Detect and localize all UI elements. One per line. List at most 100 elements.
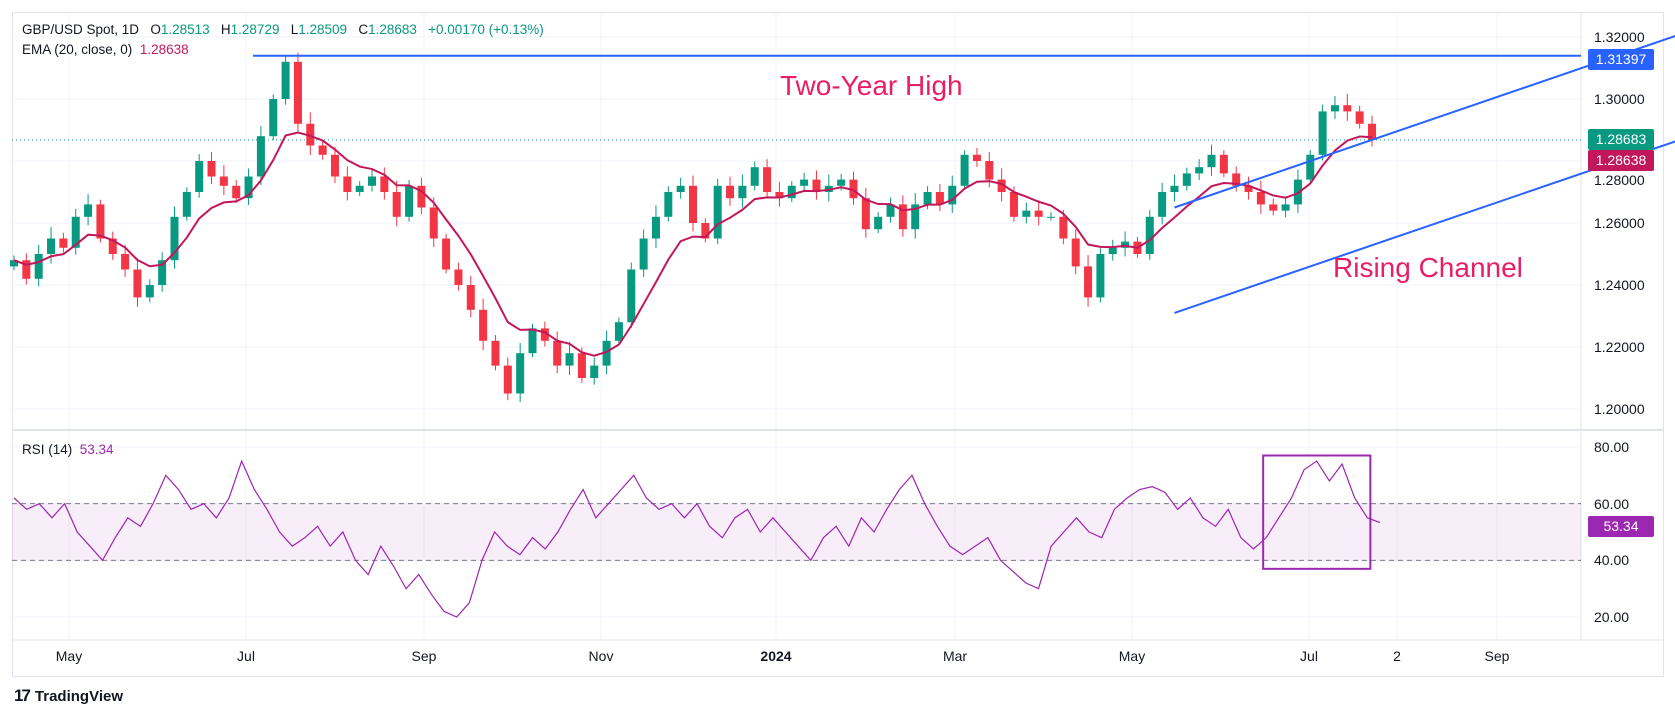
candle-body (1207, 154, 1216, 168)
ema-legend[interactable]: EMA (20, close, 0) 1.28638 (22, 42, 189, 58)
candle-body (565, 353, 574, 366)
candle-body (442, 238, 451, 270)
high-value: 1.28729 (230, 22, 280, 37)
rsi-highlight-box (1262, 454, 1372, 570)
candle-body (71, 216, 80, 248)
candle-body (207, 161, 216, 177)
candle-body (1121, 241, 1130, 248)
candle-body (602, 340, 611, 366)
candle-body (1047, 216, 1056, 218)
time-axis-label: Jul (1300, 648, 1318, 664)
rsi-axis-label: 20.00 (1594, 609, 1630, 625)
symbol-title: GBP/USD Spot, 1D (22, 22, 140, 37)
candle-body (454, 269, 463, 285)
candle-body (1096, 254, 1105, 298)
ema-price-tag: 1.28638 (1588, 150, 1654, 171)
candle-body (84, 204, 93, 217)
candle-body (293, 61, 302, 124)
candle-body (800, 179, 809, 186)
candle-body (195, 161, 204, 192)
tradingview-logo[interactable]: 17 TradingView (14, 686, 123, 706)
time-axis-label: May (1118, 648, 1146, 664)
time-axis-label: 2024 (760, 648, 792, 664)
candle-body (948, 185, 957, 205)
candle-body (466, 285, 475, 310)
last-price-tag: 1.28683 (1588, 129, 1654, 150)
candle-body (627, 269, 636, 323)
candle-body (812, 179, 821, 192)
candle-body (368, 176, 377, 186)
candle-body (1034, 210, 1043, 217)
candle-body (738, 185, 747, 199)
candle-body (22, 260, 31, 279)
ema-line (13, 131, 1373, 357)
candle-body (713, 185, 722, 239)
candle-body (997, 179, 1006, 192)
candle-body (898, 204, 907, 230)
candle-body (343, 176, 352, 192)
rsi-line (13, 459, 1381, 618)
time-axis-label: 2 (1393, 648, 1401, 664)
candle-body (1269, 204, 1278, 211)
rsi-value-tag: 53.34 (1588, 516, 1654, 537)
candle-body (540, 328, 549, 341)
candle-body (1355, 111, 1364, 124)
candle-body (516, 353, 525, 394)
candle-body (886, 204, 895, 217)
rsi-legend[interactable]: RSI (14) 53.34 (22, 442, 114, 458)
candle-body (985, 161, 994, 180)
candle-body (281, 61, 290, 99)
candle-body (1195, 167, 1204, 174)
chart-frame (12, 12, 1664, 677)
candle-body (269, 99, 278, 137)
candle-body (244, 176, 253, 199)
close-label: C (358, 22, 369, 37)
candle-body (1343, 105, 1352, 112)
candle-body (1158, 192, 1167, 217)
price-axis-label: 1.22000 (1594, 339, 1645, 355)
candle-body (1071, 238, 1080, 267)
candle-body (923, 192, 932, 205)
candle-body (417, 185, 426, 208)
candle-body (1368, 123, 1376, 140)
candle-body (590, 365, 599, 378)
candle-body (491, 340, 500, 366)
candle-body (256, 136, 265, 177)
ema-value: 1.28638 (139, 42, 189, 57)
candle-body (775, 192, 784, 199)
price-axis-label: 1.24000 (1594, 277, 1645, 293)
candle-body (861, 198, 870, 230)
candle-body (1306, 154, 1315, 180)
candle-body (960, 154, 969, 186)
two-year-high-annotation: Two-Year High (780, 70, 963, 101)
candle-body (355, 185, 364, 192)
tradingview-logo-icon: 17 (14, 686, 31, 705)
candle-body (837, 179, 846, 186)
candle-body (972, 154, 981, 161)
candle-body (1170, 185, 1179, 192)
price-axis-label: 1.26000 (1594, 215, 1645, 231)
candle-body (232, 185, 241, 199)
candle-body (664, 192, 673, 217)
candle-body (10, 260, 18, 267)
candle-body (689, 185, 697, 223)
candle-body (405, 185, 414, 217)
rsi-band (12, 503, 1581, 561)
close-value: 1.28683 (368, 22, 417, 37)
candle-body (849, 179, 858, 199)
candle-body (614, 322, 623, 341)
candle-body (330, 154, 339, 177)
time-axis-label: Jul (237, 648, 255, 664)
candle-body (170, 216, 179, 261)
time-axis-label: Nov (588, 648, 614, 664)
symbol-legend: GBP/USD Spot, 1D O1.28513 H1.28729 L1.28… (22, 22, 544, 38)
candle-body (1108, 247, 1117, 254)
time-axis-label: Sep (1484, 648, 1510, 664)
rsi-axis-label: 60.00 (1594, 495, 1630, 512)
change-value: +0.00170 (+0.13%) (428, 22, 544, 37)
rsi-value: 53.34 (79, 442, 114, 457)
candle-body (318, 145, 327, 155)
candle-body (1281, 204, 1290, 211)
candle-body (145, 285, 154, 298)
